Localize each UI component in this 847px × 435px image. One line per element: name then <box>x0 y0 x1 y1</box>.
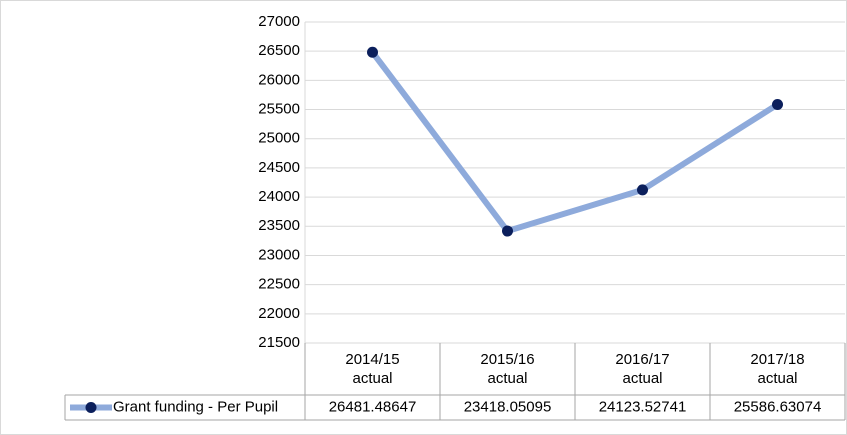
y-tick-label: 26500 <box>258 42 300 59</box>
series-marker <box>502 225 513 237</box>
x-category-cell: 2015/16 actual <box>440 343 575 395</box>
x-tick-label: 2016/17 actual <box>615 351 670 387</box>
x-tick-label: 2017/18 actual <box>750 351 805 387</box>
y-tick-label: 21500 <box>258 334 300 351</box>
data-table-value: 23418.05095 <box>464 398 552 415</box>
y-tick-label: 23000 <box>258 246 300 263</box>
y-tick-label: 22500 <box>258 276 300 293</box>
y-tick-label: 24500 <box>258 159 300 176</box>
data-table-value: 26481.48647 <box>329 398 417 415</box>
legend-marker <box>85 402 97 413</box>
series-marker <box>637 184 648 196</box>
x-tick-label: 2015/16 actual <box>480 351 535 387</box>
y-tick-label: 27000 <box>258 13 300 30</box>
x-category: 2017/18 actual <box>710 343 845 395</box>
x-category-cell: 2014/15 actual <box>305 343 440 395</box>
y-tick-label: 26000 <box>258 71 300 88</box>
y-tick-label: 25000 <box>258 130 300 147</box>
data-table-value: 24123.52741 <box>599 398 687 415</box>
y-tick-label: 24000 <box>258 188 300 205</box>
x-category-cell: 2017/18 actual <box>710 343 845 395</box>
y-tick-label: 25500 <box>258 101 300 118</box>
x-category: 2016/17 actual <box>575 343 710 395</box>
series-line <box>370 50 780 235</box>
legend-label: Grant funding - Per Pupil <box>113 398 278 415</box>
x-category: 2014/15 actual <box>305 343 440 395</box>
y-tick-label: 23500 <box>258 217 300 234</box>
series-marker <box>772 98 783 110</box>
x-category-cell: 2016/17 actual <box>575 343 710 395</box>
x-category: 2015/16 actual <box>440 343 575 395</box>
series-marker <box>367 46 378 58</box>
y-tick-label: 22000 <box>258 305 300 322</box>
data-table-value: 25586.63074 <box>734 398 822 415</box>
x-tick-label: 2014/15 actual <box>345 351 400 387</box>
